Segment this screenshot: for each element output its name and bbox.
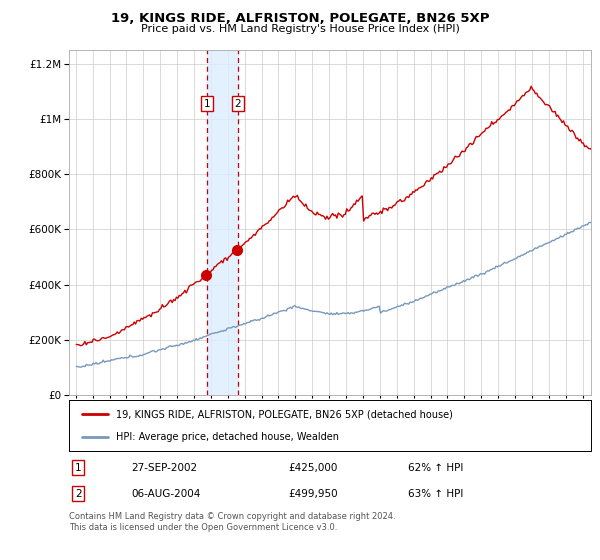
- Text: Contains HM Land Registry data © Crown copyright and database right 2024.
This d: Contains HM Land Registry data © Crown c…: [69, 512, 395, 532]
- Text: 19, KINGS RIDE, ALFRISTON, POLEGATE, BN26 5XP (detached house): 19, KINGS RIDE, ALFRISTON, POLEGATE, BN2…: [116, 409, 453, 419]
- Text: 2: 2: [75, 489, 82, 499]
- Text: 19, KINGS RIDE, ALFRISTON, POLEGATE, BN26 5XP: 19, KINGS RIDE, ALFRISTON, POLEGATE, BN2…: [111, 12, 489, 25]
- Bar: [206, 50, 238, 395]
- Text: 27-SEP-2002: 27-SEP-2002: [131, 463, 198, 473]
- Text: £499,950: £499,950: [288, 489, 338, 499]
- Text: Price paid vs. HM Land Registry's House Price Index (HPI): Price paid vs. HM Land Registry's House …: [140, 24, 460, 34]
- Text: 06-AUG-2004: 06-AUG-2004: [131, 489, 201, 499]
- Text: 2: 2: [235, 99, 241, 109]
- Text: 63% ↑ HPI: 63% ↑ HPI: [409, 489, 464, 499]
- Text: £425,000: £425,000: [288, 463, 338, 473]
- Text: 62% ↑ HPI: 62% ↑ HPI: [409, 463, 464, 473]
- Text: 1: 1: [203, 99, 210, 109]
- Text: 1: 1: [75, 463, 82, 473]
- Text: HPI: Average price, detached house, Wealden: HPI: Average price, detached house, Weal…: [116, 432, 339, 442]
